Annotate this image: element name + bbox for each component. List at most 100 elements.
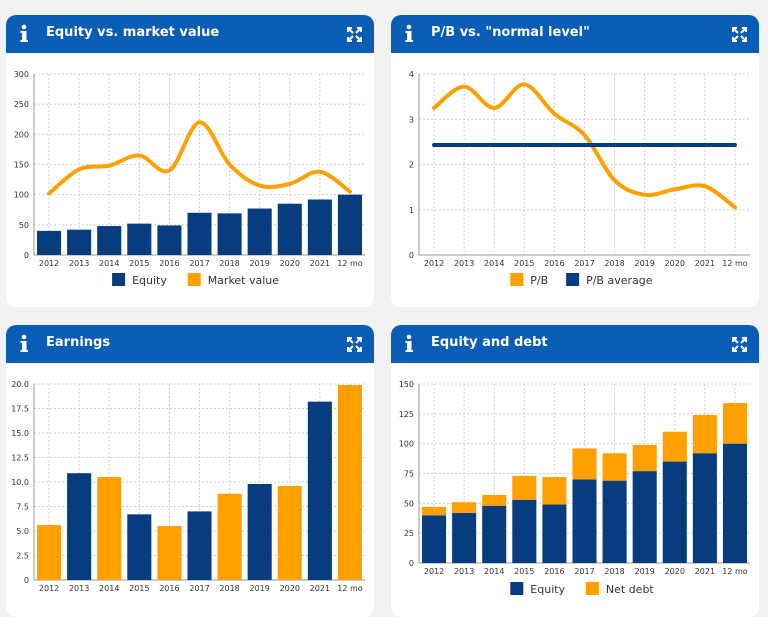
y-tick-label: 2	[409, 161, 414, 170]
bar	[602, 480, 627, 563]
bar	[277, 203, 302, 255]
bar	[452, 502, 477, 513]
legend-label: Market value	[208, 274, 280, 287]
bar	[277, 485, 302, 580]
bar	[157, 526, 182, 580]
y-tick-label: 17.5	[11, 405, 29, 414]
bar	[662, 431, 687, 462]
info-icon[interactable]	[18, 334, 30, 354]
info-icon[interactable]	[403, 334, 415, 354]
bar	[127, 514, 152, 580]
x-tick-label: 12 mo	[722, 567, 748, 576]
legend-swatch	[585, 582, 599, 595]
card-header: P/B vs. "normal level"	[391, 15, 759, 53]
bar	[572, 479, 597, 563]
x-tick-label: 2014	[484, 259, 504, 268]
y-tick-label: 0	[409, 251, 414, 260]
expand-icon[interactable]	[732, 337, 747, 352]
legend-label: P/B average	[586, 274, 653, 287]
earnings-card: Earnings 0 2.5 5.0 7.5 10.0 12.5 15.0 17.5 20.0 2…	[6, 325, 374, 617]
bar	[422, 515, 447, 563]
bar	[127, 223, 152, 255]
bar	[722, 403, 747, 444]
bar	[37, 230, 62, 255]
x-tick-label: 2018	[604, 259, 624, 268]
bar	[572, 448, 597, 480]
x-tick-label: 2016	[544, 567, 564, 576]
bar	[37, 525, 62, 580]
x-tick-label: 12 mo	[722, 259, 748, 268]
x-tick-label: 2021	[695, 259, 715, 268]
x-tick-label: 2014	[484, 567, 504, 576]
card-header: Equity and debt	[391, 325, 759, 363]
x-tick-label: 2017	[574, 259, 594, 268]
info-icon[interactable]	[18, 24, 30, 44]
y-tick-label: 25	[404, 529, 414, 538]
bar	[542, 477, 567, 505]
equity-market-card: Equity vs. market value 0 50 100 150 200 250 3…	[6, 15, 374, 307]
bar	[187, 212, 212, 255]
bar	[307, 199, 332, 255]
x-tick-label: 2018	[219, 259, 239, 268]
y-tick-label: 2.5	[16, 552, 29, 561]
chart-earnings: 0 2.5 5.0 7.5 10.0 12.5 15.0 17.5 20.0 2012 2013 20…	[11, 380, 365, 593]
x-tick-label: 2018	[604, 567, 624, 576]
y-tick-label: 4	[409, 70, 414, 79]
y-tick-label: 3	[409, 115, 414, 124]
bar	[422, 506, 447, 516]
x-tick-label: 2016	[544, 259, 564, 268]
y-tick-label: 150	[14, 161, 29, 170]
y-tick-label: 125	[399, 410, 414, 419]
bar	[542, 504, 567, 563]
x-tick-label: 2019	[250, 259, 270, 268]
bar	[67, 229, 92, 255]
bar	[157, 225, 182, 255]
x-tick-label: 2018	[219, 584, 239, 593]
x-tick-label: 2017	[189, 584, 209, 593]
legend-swatch	[510, 273, 524, 286]
bar	[67, 473, 92, 580]
bar	[662, 461, 687, 563]
bar	[512, 499, 537, 563]
x-tick-label: 2015	[129, 259, 149, 268]
y-tick-label: 300	[14, 70, 29, 79]
x-tick-label: 2016	[159, 259, 179, 268]
info-icon[interactable]	[403, 24, 415, 44]
equity-debt-card: Equity and debt 0 25 50 75 100 125 150 2012 2013…	[391, 325, 759, 617]
y-tick-label: 250	[14, 100, 29, 109]
x-tick-label: 2021	[310, 259, 330, 268]
x-tick-label: 2021	[310, 584, 330, 593]
y-tick-label: 0	[24, 251, 29, 260]
bar	[722, 443, 747, 563]
y-tick-label: 50	[404, 499, 414, 508]
y-tick-label: 1	[409, 206, 414, 215]
x-tick-label: 2013	[69, 259, 89, 268]
y-tick-label: 150	[399, 380, 414, 389]
x-tick-label: 2020	[665, 259, 685, 268]
bar	[692, 415, 717, 454]
legend-swatch	[112, 273, 126, 286]
legend-swatch	[566, 273, 580, 286]
expand-icon[interactable]	[347, 27, 362, 42]
x-tick-label: 2019	[250, 584, 270, 593]
x-tick-label: 2017	[574, 567, 594, 576]
expand-icon[interactable]	[347, 337, 362, 352]
x-tick-label: 2020	[280, 584, 300, 593]
legend-label: Net debt	[606, 583, 655, 596]
bar	[512, 475, 537, 500]
x-tick-label: 2013	[69, 584, 89, 593]
bar	[307, 401, 332, 580]
bar	[217, 213, 242, 255]
x-tick-label: 2019	[635, 259, 655, 268]
bar	[602, 453, 627, 481]
x-tick-label: 2017	[189, 259, 209, 268]
y-tick-label: 0	[24, 576, 29, 585]
legend-swatch	[187, 273, 201, 286]
x-tick-label: 2019	[635, 567, 655, 576]
bar	[632, 471, 657, 563]
card-title: Equity and debt	[431, 335, 548, 350]
x-tick-label: 12 mo	[337, 259, 363, 268]
bar	[632, 444, 657, 472]
x-tick-label: 2014	[99, 584, 119, 593]
expand-icon[interactable]	[732, 27, 747, 42]
